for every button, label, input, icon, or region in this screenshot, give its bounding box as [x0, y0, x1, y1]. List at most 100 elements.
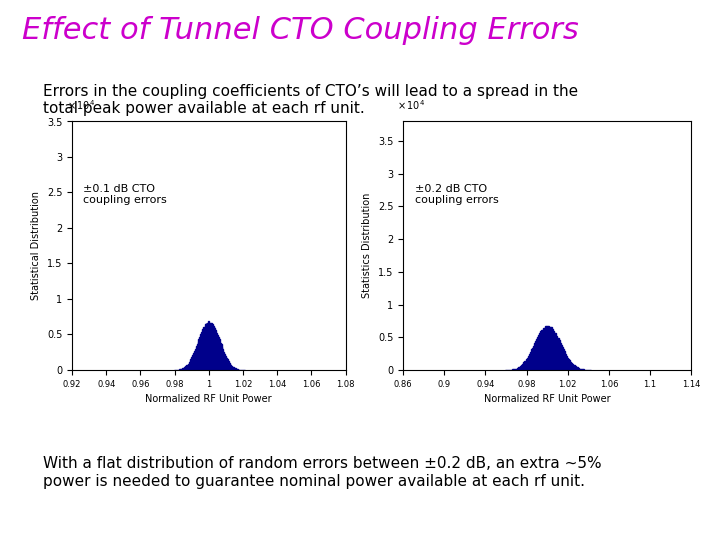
Bar [541, 330, 543, 370]
Bar [180, 369, 181, 370]
Bar [581, 369, 582, 370]
Bar [544, 328, 545, 370]
Bar [234, 368, 235, 370]
Bar [552, 329, 553, 370]
Bar [517, 368, 518, 370]
Bar [570, 362, 572, 370]
Bar [528, 354, 530, 370]
Y-axis label: Statistics Distribution: Statistics Distribution [362, 193, 372, 299]
Bar [203, 327, 204, 370]
Bar [227, 360, 228, 370]
Bar [577, 368, 579, 370]
Bar [196, 347, 197, 370]
Bar [232, 367, 233, 370]
X-axis label: Normalized RF Unit Power: Normalized RF Unit Power [484, 394, 611, 404]
Bar [185, 367, 186, 370]
Bar [194, 351, 195, 370]
Bar [519, 367, 520, 370]
Bar [188, 364, 189, 370]
Bar [561, 345, 562, 370]
Bar [554, 333, 555, 370]
Bar [573, 366, 575, 370]
Bar [211, 323, 212, 370]
Bar [534, 343, 535, 370]
Bar [532, 348, 533, 370]
Bar [548, 326, 549, 370]
Bar [550, 327, 551, 370]
Bar [572, 364, 573, 370]
Bar [515, 369, 516, 370]
Bar [207, 323, 208, 370]
Bar [184, 367, 185, 370]
Bar [187, 364, 188, 370]
Bar [543, 328, 544, 370]
Text: $\times\,10^4$: $\times\,10^4$ [66, 98, 95, 112]
Bar [536, 339, 537, 370]
Bar [237, 369, 238, 370]
Bar [225, 356, 226, 370]
Bar [192, 355, 193, 370]
Bar [562, 347, 563, 370]
Bar [218, 338, 219, 370]
Bar [522, 363, 523, 370]
Text: With a flat distribution of random errors between ±0.2 dB, an extra ~5%
power is: With a flat distribution of random error… [43, 456, 602, 489]
Bar [220, 344, 222, 370]
Bar [201, 332, 202, 370]
Bar [219, 339, 220, 370]
Bar [520, 366, 521, 370]
Bar [186, 366, 187, 370]
Bar [208, 321, 209, 370]
Bar [559, 343, 561, 370]
Bar [202, 329, 203, 370]
Bar [205, 323, 207, 370]
Bar [212, 326, 214, 370]
Bar [524, 361, 526, 370]
Bar [200, 334, 201, 370]
Bar [564, 350, 565, 370]
Bar [566, 355, 567, 370]
Bar [531, 349, 532, 370]
Bar [537, 337, 539, 370]
Bar [582, 369, 583, 370]
Bar [230, 364, 231, 370]
Bar [521, 364, 522, 370]
Bar [182, 368, 184, 370]
Bar [580, 369, 581, 370]
Bar [204, 325, 205, 370]
Bar [514, 369, 515, 370]
Bar [575, 367, 577, 370]
Bar [518, 367, 519, 370]
Bar [210, 323, 211, 370]
Bar [214, 327, 215, 370]
Bar [222, 349, 223, 370]
Bar [535, 341, 536, 370]
Bar [553, 330, 554, 370]
Bar [226, 358, 227, 370]
Bar [223, 352, 224, 370]
Bar [190, 359, 192, 370]
Bar [215, 330, 216, 370]
Bar [551, 327, 552, 370]
Bar [229, 362, 230, 370]
Bar [195, 349, 196, 370]
Bar [233, 367, 234, 370]
Bar [563, 349, 564, 370]
Bar [557, 338, 559, 370]
Bar [513, 369, 514, 370]
Bar [530, 352, 531, 370]
Bar [193, 353, 194, 370]
Bar [565, 354, 566, 370]
Text: Errors in the coupling coefficients of CTO’s will lead to a spread in the
total : Errors in the coupling coefficients of C… [43, 84, 578, 116]
Bar [579, 368, 580, 370]
Text: ±0.1 dB CTO
coupling errors: ±0.1 dB CTO coupling errors [83, 184, 167, 205]
Bar [199, 337, 200, 370]
Bar [209, 322, 210, 370]
Bar [567, 357, 568, 370]
Bar [545, 326, 546, 370]
Bar [217, 335, 218, 370]
Bar [197, 342, 199, 370]
Bar [181, 369, 182, 370]
Bar [539, 333, 541, 370]
Bar [224, 354, 225, 370]
Bar [555, 333, 557, 370]
